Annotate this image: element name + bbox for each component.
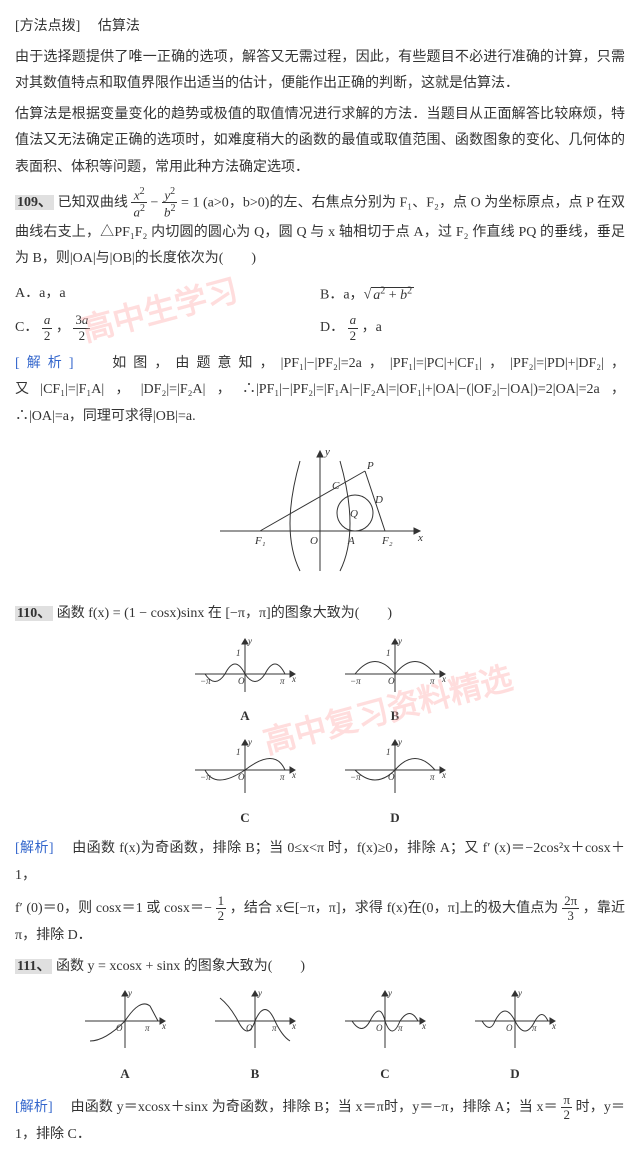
q110-ana1: 由函数 f(x)为奇函数，排除 B；当 0≤x<π 时，f(x)≥0，排除 A；…: [15, 841, 625, 883]
svg-text:D: D: [374, 494, 383, 506]
q109-optB: B．a，√a2 + b2: [320, 281, 625, 309]
q109-optB-pre: B．a，: [320, 288, 364, 303]
svg-text:−π: −π: [200, 676, 211, 686]
q110-ana2-mid: ，结合 x∈[−π，π]，求得 f(x)在(0，π]上的极大值点为: [230, 901, 559, 916]
svg-text:y: y: [397, 737, 402, 747]
q111-stem: 111、 函数 y = xcosx + sinx 的图象大致为( ): [15, 954, 625, 981]
frac-x2a2: x2a2: [131, 186, 147, 220]
svg-text:π: π: [430, 676, 435, 686]
q110-stem: 110、 函数 f(x) = (1 − cosx)sinx 在 [−π，π]的图…: [15, 601, 625, 628]
svg-text:y: y: [247, 636, 252, 646]
svg-text:y: y: [324, 446, 330, 458]
svg-text:P: P: [366, 460, 374, 472]
svg-text:1: 1: [386, 648, 391, 658]
q111-ana-pre: 由函数 y＝xcosx＋sinx 为奇函数，排除 B；当 x＝π时，y＝−π，排…: [71, 1100, 558, 1115]
svg-text:π: π: [280, 676, 285, 686]
svg-text:x: x: [161, 1021, 166, 1031]
svg-text:F₂: F₂: [381, 535, 393, 547]
svg-text:O: O: [238, 676, 245, 686]
svg-text:y: y: [397, 636, 402, 646]
method-p2: 估算法是根据变量变化的趋势或极值的取值情况进行求解的方法．当题目从正面解答比较麻…: [15, 102, 625, 182]
svg-text:O: O: [388, 772, 395, 782]
q109-optC: C． a2 ， 3a2: [15, 313, 320, 343]
q109-ana: 如图，由题意知，|PF₁|−|PF₂|=2a，|PF₁|=|PC|+|CF₁|，…: [15, 356, 625, 424]
q111-analysis: [解析] 由函数 y＝xcosx＋sinx 为奇函数，排除 B；当 x＝π时，y…: [15, 1093, 625, 1149]
svg-text:π: π: [532, 1023, 537, 1033]
method-title: 估算法: [98, 19, 140, 34]
svg-text:x: x: [417, 532, 423, 544]
method-p1: 由于选择题提供了唯一正确的选项，解答又无需过程，因此，有些题目不必进行准确的计算…: [15, 45, 625, 98]
svg-text:π: π: [280, 772, 285, 782]
q109-stem: 109、 已知双曲线 x2a2 − y2b2 = 1 (a>0，b>0)的左、右…: [15, 186, 625, 273]
q111-stem-text: 函数 y = xcosx + sinx 的图象大致为( ): [56, 959, 305, 974]
svg-text:−π: −π: [350, 772, 361, 782]
svg-text:O: O: [116, 1023, 123, 1033]
svg-text:−π: −π: [350, 676, 361, 686]
q109-options: A．a，a B．a，√a2 + b2 C． a2 ， 3a2 D． a2 ，a: [15, 279, 625, 345]
q109-optD-mid: ，a: [362, 320, 382, 335]
svg-text:O: O: [238, 772, 245, 782]
svg-text:x: x: [291, 674, 296, 684]
svg-text:y: y: [247, 737, 252, 747]
svg-text:1: 1: [236, 747, 241, 757]
q109-diagram: F₁ O A F₂ Q C P D x y: [15, 441, 625, 592]
svg-text:π: π: [398, 1023, 403, 1033]
svg-text:x: x: [441, 674, 446, 684]
q110-ana2: f′ (0)＝0，则 cosx＝1 或 cosx＝− 12 ，结合 x∈[−π，…: [15, 894, 625, 950]
q109-optD: D． a2 ，a: [320, 313, 625, 343]
method-label: [方法点拨]: [15, 19, 80, 34]
q109-num: 109、: [15, 195, 54, 210]
svg-text:1: 1: [236, 648, 241, 658]
q110-graphs: −ππO1xy A −ππO1xy B −ππO1xy C −ππO1xy D: [15, 634, 625, 831]
svg-text:O: O: [310, 535, 318, 547]
svg-text:1: 1: [386, 747, 391, 757]
svg-text:C: C: [332, 480, 340, 492]
q110-num: 110、: [15, 606, 53, 621]
q111-ana-label: [解析]: [15, 1100, 53, 1115]
svg-text:x: x: [441, 770, 446, 780]
svg-text:A: A: [347, 535, 355, 547]
svg-text:π: π: [430, 772, 435, 782]
q110-ana2-pre: f′ (0)＝0，则 cosx＝1 或 cosx＝−: [15, 901, 212, 916]
method-header: [方法点拨] 估算法: [15, 14, 625, 41]
q111-num: 111、: [15, 959, 52, 974]
svg-text:O: O: [388, 676, 395, 686]
svg-text:O: O: [376, 1023, 383, 1033]
q109-optA: A．a，a: [15, 281, 320, 309]
svg-text:y: y: [387, 988, 392, 998]
svg-text:Q: Q: [350, 508, 358, 520]
q109-optC-pre: C．: [15, 320, 38, 335]
svg-text:y: y: [257, 988, 262, 998]
svg-text:O: O: [246, 1023, 253, 1033]
svg-text:π: π: [145, 1023, 150, 1033]
q109-analysis: [解析] 如图，由题意知，|PF₁|−|PF₂|=2a，|PF₁|=|PC|+|…: [15, 351, 625, 431]
q111-graphs: Oπxy A Oπxy B Oπxy C Oπxy D: [15, 986, 625, 1086]
q109-ana-label: [解析]: [15, 356, 74, 371]
svg-text:y: y: [517, 988, 522, 998]
svg-text:O: O: [506, 1023, 513, 1033]
svg-text:F₁: F₁: [254, 535, 266, 547]
svg-text:x: x: [421, 1021, 426, 1031]
q109-optC-mid: ，: [56, 320, 70, 335]
svg-text:y: y: [127, 988, 132, 998]
svg-text:x: x: [291, 770, 296, 780]
q109-optD-pre: D．: [320, 320, 344, 335]
q109-stem1: 已知双曲线: [58, 195, 132, 210]
q110-stem-text: 函数 f(x) = (1 − cosx)sinx 在 [−π，π]的图象大致为(…: [57, 606, 392, 621]
svg-text:x: x: [291, 1021, 296, 1031]
svg-text:π: π: [272, 1023, 277, 1033]
svg-text:−π: −π: [200, 772, 211, 782]
svg-text:x: x: [551, 1021, 556, 1031]
frac-y2b2: y2b2: [162, 186, 178, 220]
q110-ana-label: [解析]: [15, 841, 54, 856]
q110-analysis: [解析] 由函数 f(x)为奇函数，排除 B；当 0≤x<π 时，f(x)≥0，…: [15, 836, 625, 889]
